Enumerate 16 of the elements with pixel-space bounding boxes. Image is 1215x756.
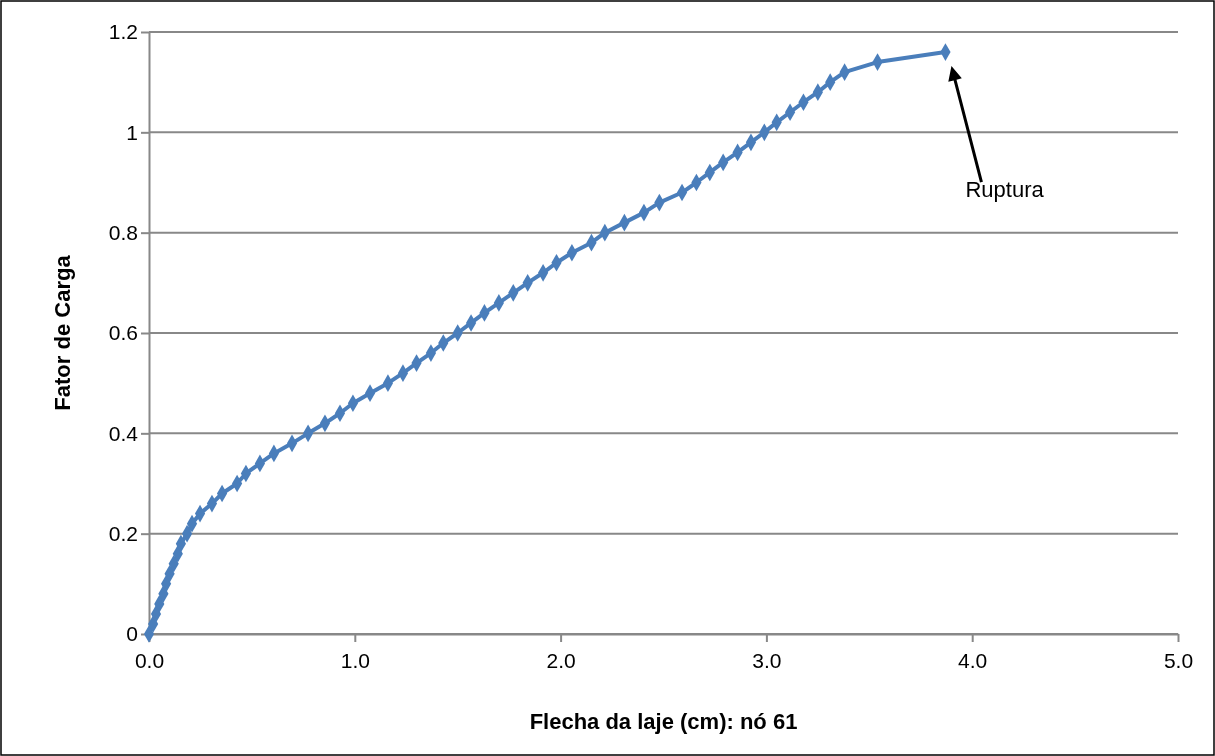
x-tick-label: 0.0 bbox=[134, 649, 165, 673]
x-axis-title: Flecha da laje (cm): nó 61 bbox=[529, 709, 798, 734]
y-tick-label: 0.2 bbox=[108, 521, 138, 545]
x-tick-label: 3.0 bbox=[752, 649, 782, 673]
y-tick-label: 0.6 bbox=[108, 321, 138, 345]
annotation: Ruptura bbox=[965, 177, 1045, 203]
x-tick-label: 1.0 bbox=[340, 649, 370, 673]
y-tick-label: 0.8 bbox=[108, 220, 138, 244]
y-tick-label: 0.4 bbox=[108, 421, 139, 445]
x-tick-label: 4.0 bbox=[958, 649, 988, 673]
y-tick-label: 1 bbox=[126, 120, 138, 144]
x-tick-label: 2.0 bbox=[546, 649, 576, 673]
x-tick-label: 5.0 bbox=[1163, 649, 1194, 673]
y-tick-label: 0 bbox=[126, 622, 138, 646]
y-axis-title: Fator de Carga bbox=[50, 254, 75, 411]
y-tick-label: 1.2 bbox=[108, 20, 138, 44]
